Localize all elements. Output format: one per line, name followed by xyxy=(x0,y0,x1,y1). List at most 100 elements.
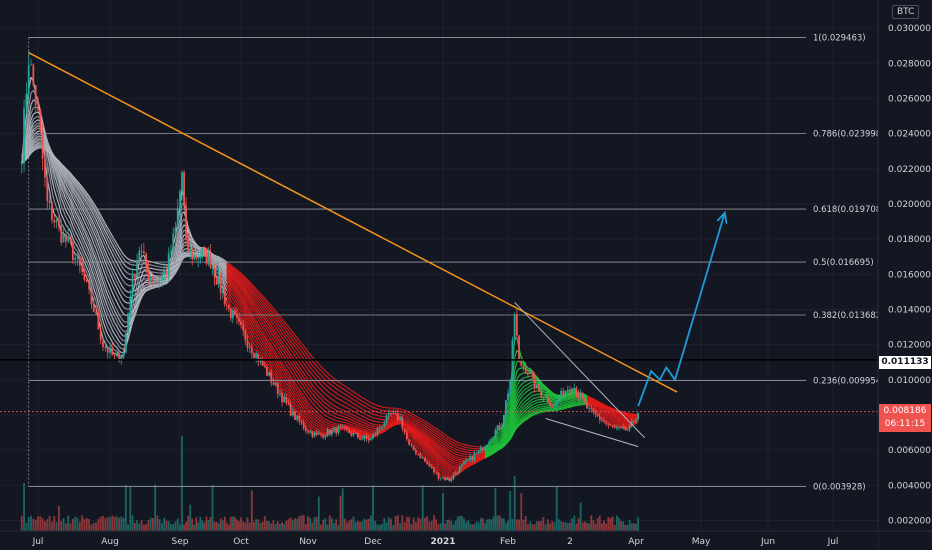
ma-line-segment xyxy=(366,429,369,432)
ma-line-segment xyxy=(333,395,337,399)
ma-line-segment xyxy=(218,263,222,269)
ma-line-segment xyxy=(415,439,419,444)
ma-line-segment xyxy=(316,411,320,415)
ma-line-segment xyxy=(230,288,234,293)
ma-line-segment xyxy=(134,308,138,315)
ma-line-segment xyxy=(232,276,236,280)
ma-line-segment xyxy=(413,438,417,443)
ma-line-segment xyxy=(357,430,361,433)
ma-line-segment xyxy=(63,176,67,182)
volume-bar xyxy=(383,518,386,531)
ma-line-segment xyxy=(81,197,85,203)
ma-line-segment xyxy=(281,353,285,358)
ma-line-segment xyxy=(268,325,272,330)
ma-line-segment xyxy=(86,231,90,238)
ma-line-segment xyxy=(279,349,283,354)
ma-line-segment xyxy=(292,374,296,379)
ma-line-segment xyxy=(329,406,333,409)
ma-line-segment xyxy=(216,265,220,269)
ma-line-segment xyxy=(364,420,367,423)
ma-line-segment xyxy=(438,449,442,453)
ma-line-segment xyxy=(123,306,127,310)
ma-line-segment xyxy=(482,455,486,458)
ma-line-segment xyxy=(275,372,279,377)
ma-line-segment xyxy=(277,330,281,335)
ma-line-segment xyxy=(138,290,143,295)
ma-line-segment xyxy=(316,420,320,424)
ma-line-segment xyxy=(81,225,86,232)
ma-line-segment xyxy=(279,372,283,378)
ma-line-segment xyxy=(364,431,367,434)
ma-line-segment xyxy=(509,396,514,411)
ma-line-segment xyxy=(62,218,67,225)
ma-line-segment xyxy=(309,404,313,408)
volume-bar xyxy=(426,516,429,531)
ma-line-segment xyxy=(111,278,116,284)
ma-line-segment xyxy=(336,416,339,419)
ma-line-segment xyxy=(97,238,102,245)
ma-line-segment xyxy=(30,137,34,143)
ma-line-segment xyxy=(411,425,414,428)
ma-line-segment xyxy=(417,433,421,437)
ma-line-segment xyxy=(368,426,372,429)
ma-line-segment xyxy=(35,127,39,131)
ma-line-segment xyxy=(104,320,109,328)
ma-line-segment xyxy=(109,249,113,255)
ma-line-segment xyxy=(95,282,99,291)
ma-line-segment xyxy=(422,443,426,447)
ma-line-segment xyxy=(440,468,444,472)
ma-line-segment xyxy=(453,458,456,461)
ma-line-segment xyxy=(285,338,290,343)
volume-bar xyxy=(102,515,104,531)
ma-line-segment xyxy=(138,287,143,291)
ma-line-segment xyxy=(431,458,435,462)
ma-line-segment xyxy=(275,338,279,343)
ma-line-segment xyxy=(429,443,433,447)
volume-bar xyxy=(337,524,340,531)
ma-line-segment xyxy=(249,289,253,294)
ma-line-segment xyxy=(444,447,448,450)
volume-bar xyxy=(189,504,192,531)
volume-bar xyxy=(566,523,569,531)
volume-bar xyxy=(231,516,234,531)
ma-line-segment xyxy=(193,242,197,246)
ma-line-segment xyxy=(314,424,318,427)
volume-bar xyxy=(32,518,35,531)
ma-line-segment xyxy=(272,372,277,377)
ma-line-segment xyxy=(251,309,255,314)
ma-line-segment xyxy=(311,388,315,393)
ma-line-segment xyxy=(320,418,324,422)
ma-line-segment xyxy=(309,390,313,395)
ma-line-segment xyxy=(298,361,303,366)
ma-line-segment xyxy=(429,451,433,455)
ma-line-segment xyxy=(569,396,573,399)
ma-line-segment xyxy=(438,453,442,457)
ma-line-segment xyxy=(290,362,294,366)
volume-bar xyxy=(376,524,379,531)
ma-line-segment xyxy=(516,419,520,424)
ma-line-segment xyxy=(355,429,359,432)
ma-line-segment xyxy=(312,428,315,431)
ma-line-segment xyxy=(211,257,216,262)
ma-line-segment xyxy=(342,400,346,403)
ma-line-segment xyxy=(100,312,104,322)
ma-line-segment xyxy=(69,219,74,227)
ma-line-segment xyxy=(242,297,246,302)
ma-line-segment xyxy=(268,354,272,360)
ma-line-segment xyxy=(232,298,236,303)
ma-line-segment xyxy=(359,418,363,421)
ma-line-segment xyxy=(288,372,292,377)
ma-line-segment xyxy=(525,390,529,394)
ma-line-segment xyxy=(262,337,266,342)
ma-line-segment xyxy=(35,137,39,141)
ma-line-segment xyxy=(51,190,55,202)
ma-line-segment xyxy=(264,340,268,346)
ma-line-segment xyxy=(316,398,320,402)
ma-line-segment xyxy=(605,412,609,416)
ma-line-segment xyxy=(86,272,90,279)
ma-line-segment xyxy=(236,278,240,282)
ma-line-segment xyxy=(433,456,437,460)
volume-bar xyxy=(354,521,357,531)
ma-line-segment xyxy=(433,438,437,442)
